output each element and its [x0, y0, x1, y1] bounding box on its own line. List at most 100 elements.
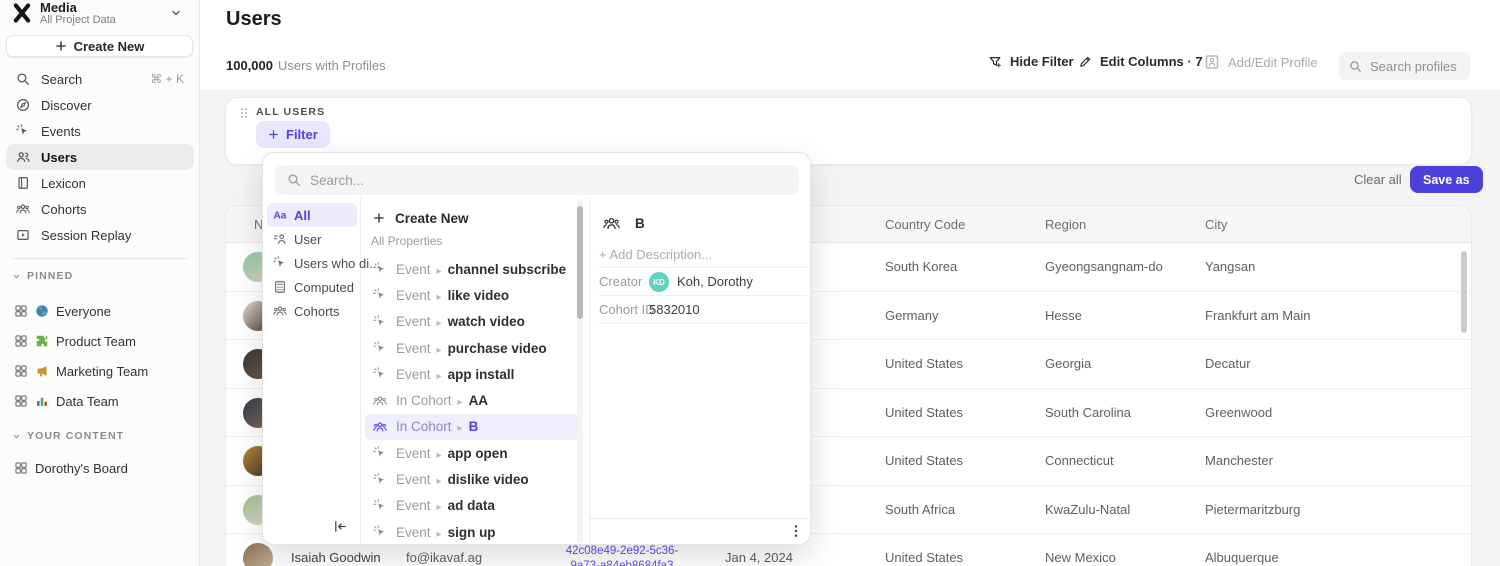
- workspace-chevron-icon[interactable]: [170, 7, 182, 19]
- dropdown-category[interactable]: User: [267, 227, 357, 251]
- cell-updated: Jan 4, 2024: [725, 550, 793, 565]
- item-type-icon: [373, 315, 387, 329]
- sidebar-pinned-item[interactable]: Everyone: [6, 296, 194, 326]
- cell-email: fo@ikavaf.ag: [406, 550, 483, 565]
- sidebar-item[interactable]: Users: [6, 144, 194, 170]
- dropdown-item[interactable]: In CohortB: [365, 413, 579, 441]
- cell-country: United States: [885, 404, 964, 420]
- distinct-id-link[interactable]: 42c08e49-2e92-5c36- 9a73-a84eb8684fa3: [565, 545, 679, 566]
- your-content-section-header[interactable]: YOUR CONTENT: [12, 430, 124, 442]
- cohort-id-value: 5832010: [649, 302, 700, 317]
- board-grid-icon: [14, 461, 28, 475]
- dropdown-item[interactable]: Eventad data: [365, 493, 579, 519]
- item-type-icon: [373, 394, 387, 408]
- dropdown-item[interactable]: Eventpurchase video: [365, 335, 579, 361]
- pencil-icon: [1078, 55, 1092, 69]
- cohort-detail-title: B: [635, 216, 645, 231]
- sidebar-pinned-item[interactable]: Marketing Team: [6, 356, 194, 386]
- sidebar-item[interactable]: Discover: [6, 92, 194, 118]
- add-filter-button[interactable]: Filter: [256, 121, 330, 148]
- filter-group-label: ALL USERS: [256, 106, 326, 118]
- clear-all-button[interactable]: Clear all: [1354, 172, 1402, 187]
- dropdown-item[interactable]: Eventsign up: [365, 519, 579, 545]
- dropdown-divider: [360, 198, 361, 545]
- sidebar-pinned-item[interactable]: Data Team: [6, 386, 194, 416]
- more-options-icon[interactable]: [788, 523, 804, 539]
- chevron-down-icon: [12, 272, 21, 281]
- dropdown-category[interactable]: All: [267, 203, 357, 227]
- main-header: Users 100,000 Users with Profiles Hide F…: [200, 0, 1500, 90]
- dropdown-item[interactable]: Eventlike video: [365, 282, 579, 308]
- pinned-section-header[interactable]: PINNED: [12, 270, 73, 282]
- cell-region: New Mexico: [1045, 550, 1116, 565]
- cell-country: South Africa: [885, 501, 956, 517]
- dropdown-item[interactable]: In CohortAA: [365, 387, 579, 413]
- edit-columns-button[interactable]: Edit Columns · 7: [1078, 54, 1203, 69]
- dropdown-scrollbar-thumb[interactable]: [577, 206, 583, 319]
- dropdown-item[interactable]: Eventwatch video: [365, 309, 579, 335]
- item-type-icon: [373, 499, 387, 513]
- table-row[interactable]: United States Georgia Decatur: [226, 340, 1471, 389]
- cell-country: South Korea: [885, 259, 958, 274]
- dropdown-item[interactable]: Eventapp open: [365, 440, 579, 466]
- sidebar-item[interactable]: Lexicon: [6, 170, 194, 196]
- add-edit-profile-button[interactable]: Add/Edit Profile: [1204, 54, 1318, 70]
- avatar: [243, 543, 273, 566]
- dropdown-category[interactable]: Users who di...: [267, 251, 380, 275]
- item-type-icon: [373, 420, 387, 434]
- cohort-id-label: Cohort ID: [599, 302, 655, 317]
- dropdown-category[interactable]: Computed: [267, 275, 357, 299]
- sidebar-item-icon: [16, 150, 30, 164]
- item-type-icon: [373, 525, 387, 539]
- dropdown-category[interactable]: Cohorts: [267, 299, 357, 323]
- sidebar-item[interactable]: Search ⌘ + K: [6, 66, 194, 92]
- cell-city: Albuquerque: [1205, 550, 1279, 565]
- dropdown-search-input[interactable]: [310, 172, 787, 188]
- drag-handle-icon[interactable]: [238, 106, 250, 120]
- table-row[interactable]: Isaiah Goodwin fo@ikavaf.ag 42c08e49-2e9…: [226, 534, 1471, 566]
- detail-footer-divider: [589, 518, 811, 519]
- create-new-button[interactable]: Create New: [6, 35, 193, 57]
- collapse-panel-icon[interactable]: [333, 519, 348, 534]
- cell-city: Greenwood: [1205, 404, 1273, 420]
- sidebar-item[interactable]: Session Replay: [6, 222, 194, 248]
- cell-city: Manchester: [1205, 453, 1273, 468]
- sidebar-item[interactable]: Cohorts: [6, 196, 194, 222]
- plus-icon: [373, 212, 385, 224]
- pinned-list: Everyone Product Team Marketing Team: [0, 296, 200, 416]
- sidebar-item-icon: [16, 124, 30, 138]
- sidebar-item[interactable]: Events: [6, 118, 194, 144]
- dropdown-item[interactable]: Eventapp install: [365, 361, 579, 387]
- sidebar-pinned-item[interactable]: Product Team: [6, 326, 194, 356]
- column-header-country[interactable]: Country Code: [885, 217, 966, 232]
- search-profiles-input[interactable]: [1370, 58, 1460, 74]
- table-row[interactable]: South Africa KwaZulu-Natal Pietermaritzb…: [226, 486, 1471, 534]
- search-profiles-box: [1339, 52, 1470, 80]
- board-emoji-icon: [35, 394, 49, 408]
- column-header-city[interactable]: City: [1205, 217, 1228, 232]
- page-title: Users: [226, 8, 282, 30]
- hide-filter-button[interactable]: Hide Filter: [988, 54, 1074, 69]
- search-icon: [1349, 60, 1362, 73]
- sidebar-board-item[interactable]: Dorothy's Board: [6, 453, 194, 483]
- table-scrollbar-thumb[interactable]: [1461, 251, 1467, 333]
- dropdown-categories: All User Users who di... Computed: [265, 203, 380, 323]
- dropdown-create-new-button[interactable]: Create New: [365, 206, 579, 230]
- cell-region: KwaZulu-Natal: [1045, 501, 1131, 517]
- creator-label: Creator: [599, 274, 643, 289]
- dropdown-item[interactable]: Eventchannel subscribe: [365, 256, 579, 282]
- save-as-button[interactable]: Save as: [1410, 166, 1483, 193]
- table-row[interactable]: South Korea Gyeongsangnam-do Yangsan: [226, 243, 1471, 292]
- add-description-link[interactable]: + Add Description...: [599, 247, 713, 262]
- sidebar-divider: [12, 258, 188, 259]
- category-icon: [273, 256, 287, 270]
- column-header-region[interactable]: Region: [1045, 217, 1087, 232]
- table-row[interactable]: United States South Carolina Greenwood: [226, 389, 1471, 437]
- category-icon: [273, 280, 287, 294]
- user-count-label: Users with Profiles: [278, 58, 386, 73]
- item-type-icon: [373, 367, 387, 381]
- dropdown-item[interactable]: Eventdislike video: [365, 466, 579, 492]
- detail-divider: [599, 323, 807, 324]
- table-row[interactable]: Germany Hesse Frankfurt am Main: [226, 292, 1471, 340]
